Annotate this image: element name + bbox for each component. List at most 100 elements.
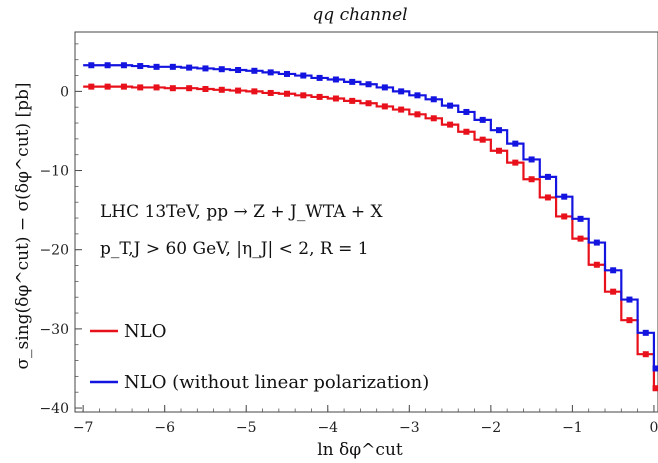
data-point	[235, 87, 242, 94]
data-point	[153, 84, 160, 91]
x-tick-label: −5	[236, 420, 257, 436]
data-point	[284, 70, 290, 77]
data-point	[561, 213, 568, 220]
data-point	[186, 85, 193, 92]
data-point	[120, 62, 127, 69]
data-point	[88, 83, 95, 90]
data-point	[365, 81, 372, 88]
data-point	[169, 85, 176, 92]
y-axis: 0 −10 −20 −30 −40	[39, 43, 82, 417]
x-tick-label: −2	[481, 420, 502, 436]
data-point	[316, 74, 323, 81]
data-point	[414, 111, 421, 118]
data-point	[544, 194, 551, 201]
legend-label-nlo: NLO	[124, 321, 166, 342]
data-point	[381, 103, 388, 110]
data-point	[447, 102, 454, 109]
x-tick-label: −1	[562, 420, 583, 436]
annotation-cuts: p_T,J > 60 GeV, |η_J| < 2, R = 1	[100, 239, 369, 259]
data-point	[267, 69, 274, 76]
y-tick-label: −20	[39, 243, 69, 259]
data-point	[267, 89, 274, 96]
data-point	[593, 239, 600, 246]
data-point	[218, 66, 225, 73]
data-point	[284, 90, 290, 97]
data-point	[153, 63, 160, 70]
legend: NLO NLO (without linear polarization)	[90, 321, 429, 393]
series-line	[83, 85, 658, 390]
data-point	[577, 235, 584, 242]
data-point	[544, 173, 551, 180]
data-point	[479, 136, 486, 143]
data-point	[610, 267, 617, 274]
series-1	[83, 62, 658, 372]
x-tick-label: −4	[317, 420, 338, 436]
data-point	[251, 67, 258, 74]
data-point	[251, 88, 258, 95]
data-point	[202, 65, 209, 72]
annotation-process: LHC 13TeV, pp → Z + J_WTA + X	[100, 202, 384, 222]
x-tick-label: −6	[154, 420, 175, 436]
data-point	[332, 76, 339, 83]
y-tick-label: −10	[39, 164, 69, 180]
data-point	[561, 193, 568, 200]
data-point	[332, 95, 339, 102]
data-point	[365, 100, 372, 107]
data-point	[88, 62, 95, 69]
data-point	[316, 93, 323, 100]
y-tick-label: −30	[39, 322, 69, 338]
data-point	[496, 127, 502, 134]
data-point	[479, 116, 486, 123]
data-point	[104, 62, 111, 69]
data-point	[104, 83, 111, 90]
x-axis: −7 −6 −5 −4 −3 −2 −1 0	[73, 405, 658, 436]
data-point	[610, 288, 617, 295]
data-point	[626, 317, 633, 324]
series-group	[83, 62, 658, 392]
x-axis-title: ln δφ^cut	[317, 440, 403, 460]
y-axis-title: σ_sing(δφ^cut) − σ(δφ^cut) [pb]	[13, 82, 33, 369]
chart-title: qq channel	[312, 5, 407, 25]
data-point	[300, 92, 307, 99]
data-point	[512, 159, 519, 166]
data-point	[652, 365, 658, 372]
y-tick-label: 0	[60, 84, 69, 100]
data-point	[120, 83, 127, 90]
data-point	[528, 156, 535, 163]
data-point	[398, 88, 405, 95]
data-point	[235, 67, 242, 73]
data-point	[642, 329, 649, 336]
data-point	[137, 84, 144, 91]
x-tick-label: −3	[399, 420, 420, 436]
data-point	[349, 78, 356, 85]
data-point	[577, 215, 584, 222]
data-point	[381, 84, 388, 91]
data-point	[642, 351, 649, 358]
data-point	[626, 296, 633, 303]
series-0	[83, 83, 658, 392]
data-point	[463, 108, 470, 115]
data-point	[430, 96, 437, 103]
data-point	[398, 106, 405, 113]
x-tick-label: 0	[649, 420, 658, 436]
data-point	[202, 86, 209, 92]
data-point	[218, 86, 225, 93]
data-point	[186, 64, 193, 71]
y-tick-label: −40	[39, 401, 69, 417]
data-point	[528, 176, 535, 183]
legend-label-nlo-no-lp: NLO (without linear polarization)	[124, 372, 429, 393]
data-point	[430, 115, 437, 122]
data-point	[414, 92, 421, 99]
data-point	[137, 63, 144, 70]
data-point	[652, 385, 658, 392]
data-point	[300, 72, 307, 79]
data-point	[593, 261, 600, 268]
x-tick-label: −7	[73, 420, 94, 436]
plot-frame	[74, 31, 658, 413]
data-point	[512, 140, 519, 147]
data-point	[447, 121, 454, 128]
data-point	[463, 128, 470, 135]
data-point	[169, 63, 176, 70]
data-point	[349, 97, 356, 104]
